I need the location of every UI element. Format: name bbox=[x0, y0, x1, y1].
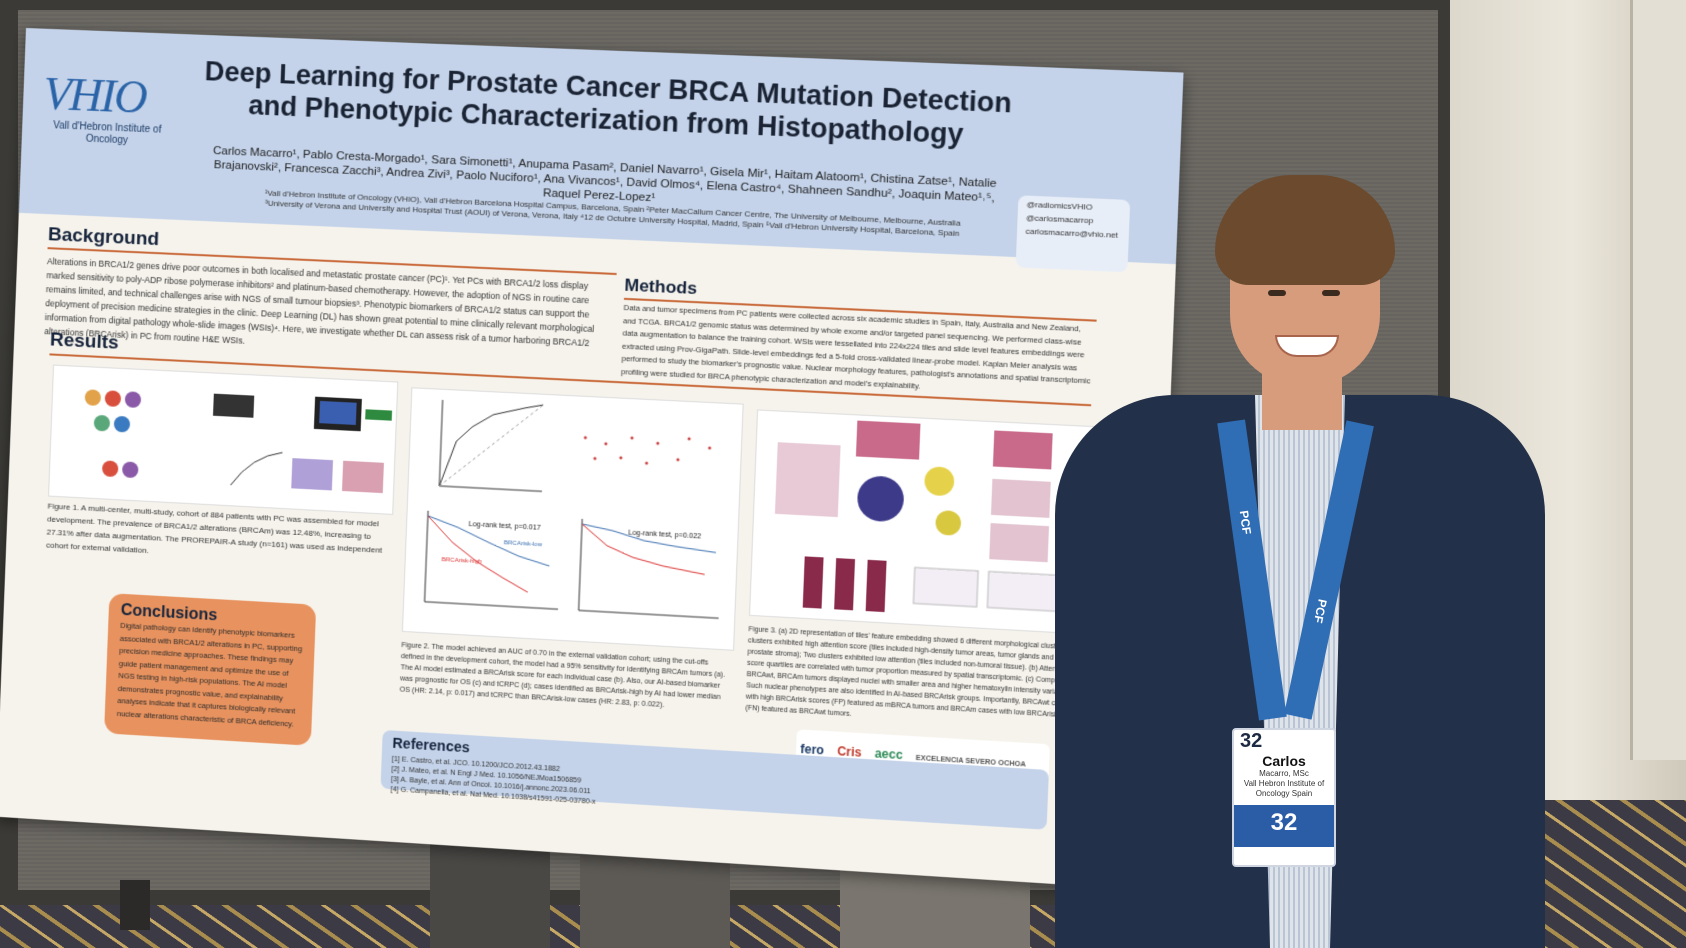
social-handles: @radiomicsVHIO @carlosmacarrop carlosmac… bbox=[1015, 195, 1131, 273]
vhio-logo: VHIO Vall d'Hebron Institute of Oncology bbox=[41, 67, 175, 163]
figure2-caption: Figure 2. The model achieved an AUC of 0… bbox=[399, 641, 726, 710]
eye bbox=[1268, 290, 1286, 296]
figure3-caption: Figure 3. (a) 2D representation of tiles… bbox=[745, 626, 1085, 721]
methods-heading: Methods bbox=[624, 275, 698, 299]
lanyard-text: PCF bbox=[1236, 509, 1254, 536]
door-frame bbox=[1630, 0, 1686, 760]
smile bbox=[1275, 335, 1339, 357]
figure3-graphic bbox=[774, 420, 1096, 634]
figure1-graphic bbox=[84, 388, 393, 494]
badge-surname: Macarro, MSc bbox=[1259, 769, 1309, 778]
badge-org: Vall Hebron Institute of Oncology Spain bbox=[1243, 779, 1325, 798]
presenter-hair bbox=[1215, 175, 1395, 285]
figure2-graphic bbox=[403, 388, 743, 649]
figure1-diagram bbox=[48, 364, 399, 515]
lanyard-text: PCF bbox=[1310, 597, 1330, 625]
stand-leg bbox=[120, 880, 150, 930]
logo-subtitle: Vall d'Hebron Institute of Oncology bbox=[53, 120, 162, 147]
background-person bbox=[430, 840, 550, 948]
figure3-panels bbox=[748, 409, 1097, 635]
badge-name: Carlos bbox=[1262, 753, 1306, 769]
research-poster: VHIO Vall d'Hebron Institute of Oncology… bbox=[0, 28, 1184, 891]
figure2-plots: Log-rank test, p=0.017 Log-rank test, p=… bbox=[401, 387, 744, 651]
name-badge: 32 Carlos Macarro, MSc Vall Hebron Insti… bbox=[1232, 728, 1336, 867]
logo-mark: VHIO bbox=[42, 67, 147, 123]
conclusions-text: Digital pathology can identify phenotypi… bbox=[116, 620, 303, 729]
badge-event-logo: 32 bbox=[1234, 805, 1334, 847]
eye bbox=[1322, 290, 1340, 296]
badge-number: 32 bbox=[1240, 730, 1263, 752]
conclusions-box: Conclusions Digital pathology can identi… bbox=[104, 593, 317, 746]
results-heading: Results bbox=[49, 329, 120, 354]
